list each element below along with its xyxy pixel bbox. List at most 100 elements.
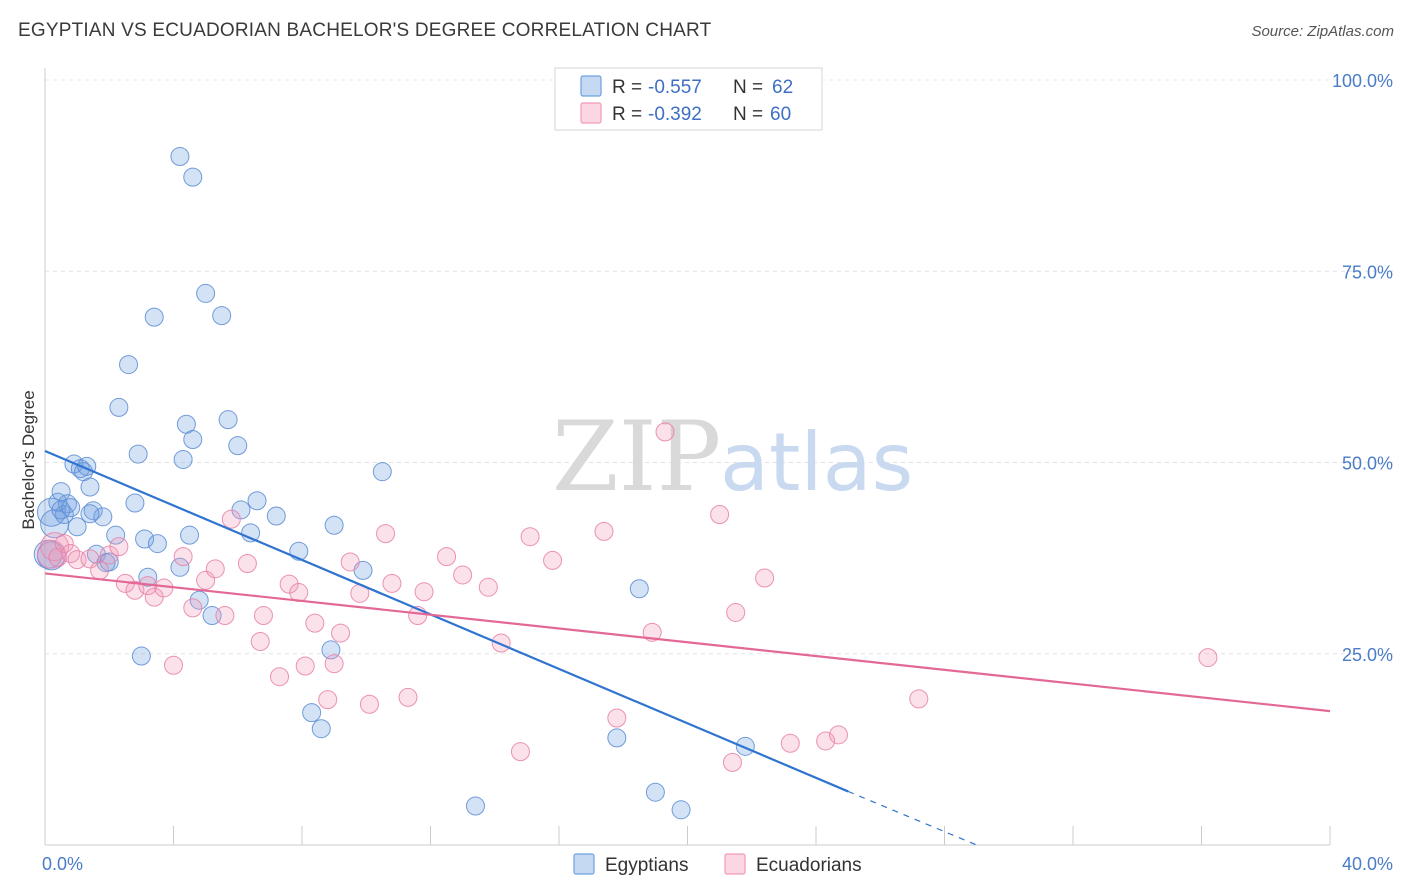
y-axis-label: Bachelor's Degree [19, 390, 38, 529]
ecuadorians-point-38 [398, 687, 418, 707]
egyptians-point-26 [119, 355, 139, 375]
ecuadorians-point-30 [318, 690, 338, 710]
ecuadorians-point-29 [305, 613, 325, 633]
trend-lines [44, 450, 1331, 846]
legend-swatch-egyptians [580, 75, 602, 97]
ecuadorians-point-16 [173, 547, 193, 567]
egyptians-point-32 [180, 525, 200, 545]
source-label: Source: ZipAtlas.com [1251, 23, 1394, 40]
egyptians-point-39 [212, 306, 232, 326]
egyptians-point-57 [671, 800, 691, 820]
ecuadorians-point-48 [594, 521, 614, 541]
egyptians-point-1 [48, 492, 68, 512]
egyptians-point-45 [266, 506, 286, 526]
egyptians-point-52 [372, 462, 392, 482]
egyptians-point-61 [51, 500, 71, 520]
ecuadorians-point-26 [279, 574, 299, 594]
ecuadorians-point-59 [909, 689, 929, 709]
egyptians-trend-extension [847, 790, 977, 846]
egyptians-point-35 [183, 167, 203, 187]
egyptians-trend-line [44, 450, 849, 793]
legend-n-value-ecuadorians: 60 [770, 104, 791, 125]
ecuadorians-point-20 [215, 606, 235, 625]
ecuadorians-point-21 [221, 509, 241, 529]
ecuadorians-point-23 [250, 632, 270, 652]
x-tick-labels: 0.0% 40.0% [42, 854, 1393, 874]
egyptians-point-53 [465, 796, 485, 816]
egyptians-point-36 [189, 590, 209, 610]
ecuadorians-point-32 [331, 623, 351, 643]
egyptians-point-18 [99, 552, 119, 572]
ecuadorians-point-8 [99, 545, 119, 565]
bottom-legend-label-egyptians: Egyptians [605, 855, 688, 876]
ecuadorians-point-14 [154, 578, 174, 598]
egyptians-point-60 [80, 504, 100, 524]
ecuadorians-point-51 [655, 422, 675, 442]
bottom-legend: Egyptians Ecuadorians [573, 853, 862, 876]
ecuadorians-point-44 [491, 633, 511, 653]
egyptians-point-48 [311, 719, 331, 739]
legend-r-label-2: R = [612, 104, 642, 125]
egyptians-point-20 [125, 493, 145, 513]
bottom-legend-swatch-ecuadorians [724, 853, 746, 875]
egyptians-point-55 [629, 579, 649, 599]
ecuadorians-point-7 [90, 560, 110, 580]
egyptians-point-22 [135, 529, 155, 549]
egyptians-point-14 [67, 517, 87, 537]
egyptians-point-29 [173, 449, 193, 469]
ecuadorians-point-55 [755, 568, 775, 588]
ecuadorians-point-0 [36, 539, 66, 569]
ecuadorians-point-22 [237, 553, 257, 573]
chart-title: EGYPTIAN VS ECUADORIAN BACHELOR'S DEGREE… [18, 20, 712, 41]
legend-swatch-ecuadorians [580, 102, 602, 124]
ecuadorians-point-11 [125, 580, 145, 600]
legend-r-label-1: R = [612, 77, 642, 98]
legend-n-label-1: N = [733, 77, 763, 98]
y-tick-label-0: 25.0% [1342, 645, 1393, 665]
x-tick-label-0: 0.0% [42, 854, 83, 874]
ecuadorians-point-37 [382, 573, 402, 593]
egyptians-point-30 [170, 557, 190, 577]
x-tick-label-1: 40.0% [1342, 854, 1393, 874]
ecuadorians-point-9 [109, 537, 129, 557]
ecuadorians-point-45 [510, 742, 530, 762]
ecuadorians-point-42 [453, 565, 473, 585]
y-tick-label-1: 50.0% [1342, 454, 1393, 474]
legend-n-value-egyptians: 62 [772, 77, 793, 98]
y-tick-label-3: 100.0% [1332, 71, 1393, 91]
ecuadorians-point-54 [726, 602, 746, 622]
ecuadorians-point-17 [183, 598, 203, 618]
watermark-zip: ZIP [552, 401, 721, 513]
ecuadorians-point-24 [253, 606, 273, 625]
ecuadorians-point-57 [816, 731, 836, 751]
ecuadorians-point-25 [270, 667, 290, 687]
ecuadorians-point-15 [164, 655, 183, 675]
egyptians-point-37 [196, 283, 216, 303]
ecuadorians-point-40 [414, 582, 434, 602]
legend-r-value-egyptians: -0.557 [648, 77, 702, 98]
ecuadorians-point-28 [295, 656, 315, 676]
egyptians-point-23 [147, 534, 167, 554]
egyptians-point-27 [109, 397, 129, 417]
ecuadorians-point-19 [205, 559, 225, 579]
top-legend-box [554, 67, 823, 131]
egyptians-point-41 [228, 436, 248, 456]
y-tick-label-2: 75.0% [1342, 262, 1393, 282]
ecuadorians-point-58 [828, 725, 848, 745]
egyptians-point-21 [128, 444, 148, 464]
egyptians-point-54 [607, 728, 627, 748]
egyptians-point-34 [170, 147, 190, 166]
data-points [33, 147, 1218, 820]
egyptians-point-56 [645, 782, 665, 802]
watermark: ZIP atlas [552, 401, 913, 513]
ecuadorians-point-33 [340, 552, 360, 572]
egyptians-point-10 [80, 477, 100, 497]
legend-n-label-2: N = [733, 104, 763, 125]
egyptians-point-16 [93, 507, 113, 527]
ecuadorians-point-53 [722, 752, 742, 772]
egyptians-point-50 [324, 515, 344, 535]
y-tick-labels: 25.0% 50.0% 75.0% 100.0% [1332, 71, 1393, 665]
egyptians-point-11 [83, 501, 103, 521]
watermark-atlas: atlas [720, 416, 913, 509]
